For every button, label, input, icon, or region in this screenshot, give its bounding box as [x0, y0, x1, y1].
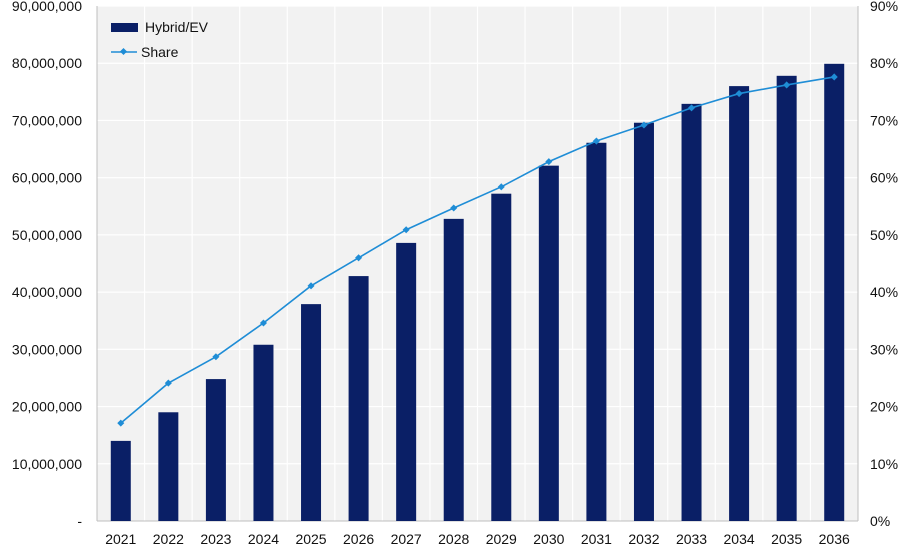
- share-point-2035: [783, 81, 791, 89]
- y-tick-label: 80,000,000: [12, 55, 82, 71]
- x-tick-label: 2022: [153, 531, 184, 547]
- bar-2033: [681, 103, 702, 521]
- legend: Hybrid/EV Share: [111, 19, 209, 60]
- y-tick-label: 40,000,000: [12, 284, 82, 300]
- y2-tick-label: 50%: [870, 227, 898, 243]
- y2-tick-label: 70%: [870, 112, 898, 128]
- y-tick-label: 50,000,000: [12, 227, 82, 243]
- share-point-2026: [355, 254, 363, 262]
- legend-label-share: Share: [141, 44, 179, 60]
- legend-swatch-hybrid-ev: [111, 23, 138, 32]
- x-tick-label: 2032: [628, 531, 659, 547]
- y2-tick-label: 10%: [870, 456, 898, 472]
- share-point-2036: [830, 73, 838, 81]
- x-tick-label: 2029: [486, 531, 517, 547]
- share-point-2028: [450, 204, 458, 212]
- bar-2027: [396, 242, 417, 521]
- y2-tick-label: 60%: [870, 170, 898, 186]
- x-tick-label: 2024: [248, 531, 279, 547]
- bar-2028: [443, 218, 464, 521]
- bar-2035: [776, 75, 797, 522]
- share-point-2033: [687, 104, 696, 112]
- share-point-2031: [592, 137, 600, 145]
- bar-2032: [633, 122, 654, 521]
- bar-2030: [538, 165, 559, 521]
- legend-label-hybrid-ev: Hybrid/EV: [145, 19, 209, 35]
- x-tick-label: 2034: [724, 531, 755, 547]
- y-tick-label: 30,000,000: [12, 341, 82, 357]
- x-tick-label: 2036: [819, 531, 850, 547]
- share-point-2027: [402, 226, 410, 234]
- share-point-2021: [117, 419, 125, 427]
- share-point-2032: [640, 121, 648, 129]
- x-tick-label: 2033: [676, 531, 707, 547]
- y2-tick-label: 30%: [870, 341, 898, 357]
- x-tick-label: 2030: [533, 531, 564, 547]
- share-point-2024: [259, 319, 268, 327]
- bar-2022: [158, 412, 179, 521]
- bar-2025: [301, 304, 322, 521]
- x-tick-label: 2028: [438, 531, 469, 547]
- x-tick-label: 2026: [343, 531, 374, 547]
- y-tick-label: -: [77, 513, 82, 529]
- y-tick-label: 60,000,000: [12, 170, 82, 186]
- share-line: [120, 76, 835, 424]
- share-point-2023: [212, 353, 220, 361]
- bar-2029: [491, 193, 512, 521]
- y-tick-label: 10,000,000: [12, 456, 82, 472]
- x-tick-label: 2031: [581, 531, 612, 547]
- y2-tick-label: 90%: [870, 0, 898, 14]
- bar-2024: [253, 344, 274, 521]
- x-tick-label: 2023: [200, 531, 231, 547]
- bar-2034: [729, 86, 750, 521]
- y-tick-label: 20,000,000: [12, 399, 82, 415]
- y-tick-label: 90,000,000: [12, 0, 82, 14]
- x-tick-label: 2025: [295, 531, 326, 547]
- y2-tick-label: 80%: [870, 55, 898, 71]
- share-point-2030: [545, 158, 553, 166]
- x-tick-label: 2035: [771, 531, 802, 547]
- x-tick-label: 2027: [391, 531, 422, 547]
- share-point-2029: [497, 183, 505, 191]
- bar-2031: [586, 142, 607, 521]
- share-point-2034: [735, 90, 743, 98]
- y-tick-label: 70,000,000: [12, 112, 82, 128]
- bar-2026: [348, 276, 369, 521]
- y2-tick-label: 0%: [870, 513, 890, 529]
- y2-tick-label: 20%: [870, 399, 898, 415]
- bar-2023: [205, 379, 226, 521]
- bar-2021: [110, 440, 131, 521]
- share-point-2025: [307, 282, 315, 290]
- bar-2036: [824, 63, 845, 522]
- y2-tick-label: 40%: [870, 284, 898, 300]
- share-point-2022: [164, 379, 172, 387]
- x-tick-label: 2021: [105, 531, 136, 547]
